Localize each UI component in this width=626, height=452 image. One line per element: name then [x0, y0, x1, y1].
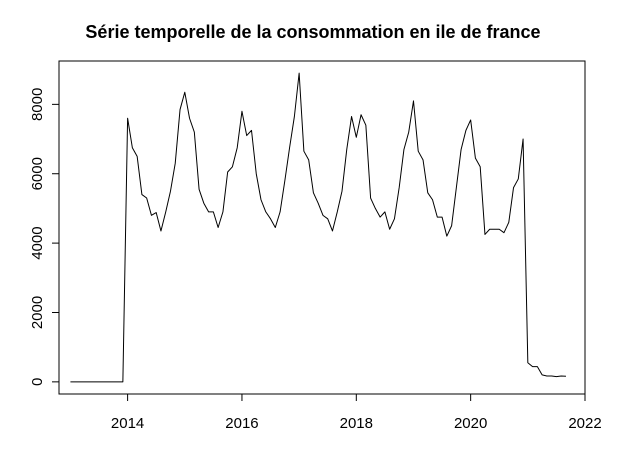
series-line — [70, 72, 566, 383]
y-tick-label: 6000 — [29, 157, 46, 190]
x-tick-label: 2020 — [454, 415, 487, 432]
chart-title: Série temporelle de la consommation en i… — [85, 22, 540, 42]
y-tick-label: 0 — [29, 378, 46, 386]
x-tick-label: 2016 — [225, 415, 258, 432]
y-tick-label: 4000 — [29, 226, 46, 259]
y-tick-label: 8000 — [29, 88, 46, 121]
x-tick-label: 2014 — [111, 415, 144, 432]
x-axis: 2014 2016 2018 2020 2022 — [111, 393, 602, 432]
x-tick-label: 2022 — [568, 415, 601, 432]
y-axis: 0 2000 4000 6000 8000 — [29, 88, 60, 386]
y-tick-label: 2000 — [29, 296, 46, 329]
x-tick-label: 2018 — [340, 415, 373, 432]
